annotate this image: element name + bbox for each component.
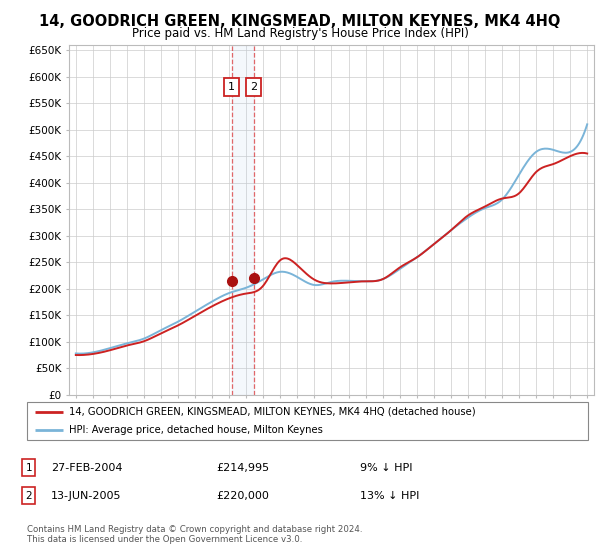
Text: 14, GOODRICH GREEN, KINGSMEAD, MILTON KEYNES, MK4 4HQ: 14, GOODRICH GREEN, KINGSMEAD, MILTON KE… [40, 14, 560, 29]
Text: 1: 1 [228, 82, 235, 92]
Text: Contains HM Land Registry data © Crown copyright and database right 2024.: Contains HM Land Registry data © Crown c… [27, 525, 362, 534]
Text: £220,000: £220,000 [216, 491, 269, 501]
Text: 2: 2 [25, 491, 32, 501]
Text: HPI: Average price, detached house, Milton Keynes: HPI: Average price, detached house, Milt… [69, 425, 323, 435]
Text: 9% ↓ HPI: 9% ↓ HPI [360, 463, 413, 473]
Text: 14, GOODRICH GREEN, KINGSMEAD, MILTON KEYNES, MK4 4HQ (detached house): 14, GOODRICH GREEN, KINGSMEAD, MILTON KE… [69, 407, 476, 417]
Bar [232, 45, 254, 395]
Text: 13% ↓ HPI: 13% ↓ HPI [360, 491, 419, 501]
Text: Price paid vs. HM Land Registry's House Price Index (HPI): Price paid vs. HM Land Registry's House … [131, 27, 469, 40]
Text: 27-FEB-2004: 27-FEB-2004 [51, 463, 122, 473]
Text: 2: 2 [250, 82, 257, 92]
FancyBboxPatch shape [27, 402, 588, 440]
Text: £214,995: £214,995 [216, 463, 269, 473]
Text: 1: 1 [25, 463, 32, 473]
Text: 13-JUN-2005: 13-JUN-2005 [51, 491, 121, 501]
Text: This data is licensed under the Open Government Licence v3.0.: This data is licensed under the Open Gov… [27, 535, 302, 544]
